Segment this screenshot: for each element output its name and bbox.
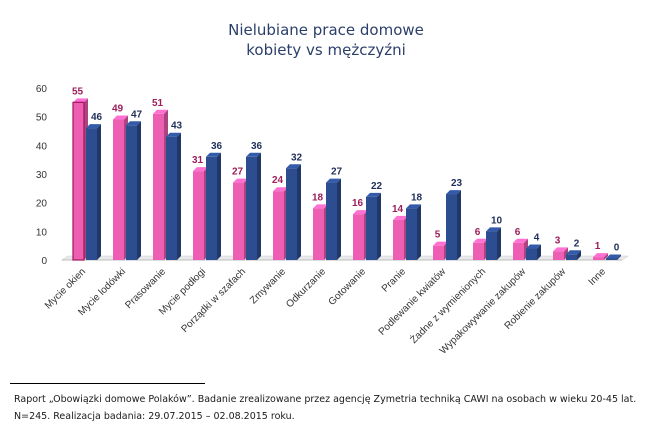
data-label: 46 xyxy=(91,112,103,123)
source-note-line-1: Raport „Obowiązki domowe Polaków”. Badan… xyxy=(14,394,637,405)
y-tick-label: 0 xyxy=(41,256,47,267)
data-label: 51 xyxy=(152,98,164,109)
data-label: 43 xyxy=(171,121,183,132)
source-note-line-2: N=245. Realizacja badania: 29.07.2015 – … xyxy=(14,411,295,422)
data-label: 18 xyxy=(411,192,423,203)
bar xyxy=(86,124,101,260)
bar xyxy=(393,215,408,260)
bar xyxy=(72,98,88,261)
x-tick-label: Zmywanie xyxy=(248,266,288,306)
bar xyxy=(353,210,368,260)
bar xyxy=(566,250,581,260)
bar xyxy=(313,204,328,260)
y-axis: 0 10 20 30 40 50 60 xyxy=(36,84,48,267)
chart-title-line-1: Nielubiane prace domowe xyxy=(228,21,424,39)
bar xyxy=(326,178,341,260)
bar xyxy=(113,115,128,261)
chart-floor xyxy=(61,255,629,261)
data-label: 55 xyxy=(72,86,84,97)
data-label: 16 xyxy=(352,198,364,209)
y-tick-label: 30 xyxy=(36,170,48,181)
bar-chart: Nielubiane prace domowe kobiety vs mężcz… xyxy=(36,21,629,357)
data-label: 0 xyxy=(614,243,620,254)
bar xyxy=(166,132,181,260)
y-tick-label: 50 xyxy=(36,113,48,124)
bar xyxy=(486,227,501,260)
y-tick-label: 10 xyxy=(36,227,48,238)
y-tick-label: 20 xyxy=(36,199,48,210)
data-label: 32 xyxy=(291,152,303,163)
data-label: 2 xyxy=(574,238,580,249)
x-tick-label: Odkurzanie xyxy=(284,266,328,310)
bar xyxy=(126,121,141,261)
data-label: 27 xyxy=(331,167,343,178)
chart-title-line-2: kobiety vs mężczyźni xyxy=(246,41,406,59)
bar xyxy=(593,253,608,260)
y-tick-label: 40 xyxy=(36,141,48,152)
bar xyxy=(153,109,168,260)
x-tick-label: Pranie xyxy=(380,266,409,295)
x-tick-label: Gotowanie xyxy=(327,266,369,308)
data-label: 36 xyxy=(211,141,223,152)
bar xyxy=(526,244,541,260)
bar xyxy=(433,241,448,260)
bar xyxy=(406,204,421,260)
data-label: 5 xyxy=(435,230,441,241)
data-label: 49 xyxy=(112,104,124,115)
data-label: 27 xyxy=(232,167,244,178)
bar xyxy=(273,187,288,260)
bar xyxy=(553,247,568,260)
data-label: 47 xyxy=(131,109,143,120)
data-label: 14 xyxy=(392,204,404,215)
x-tick-label: Inne xyxy=(587,266,609,288)
data-label: 24 xyxy=(272,175,284,186)
data-label: 1 xyxy=(595,241,601,252)
data-label: 4 xyxy=(534,233,540,244)
footer-divider xyxy=(10,383,205,384)
bar xyxy=(446,190,461,260)
data-label: 31 xyxy=(192,155,204,166)
bar xyxy=(246,152,261,260)
data-label: 10 xyxy=(491,215,503,226)
bar xyxy=(606,254,621,260)
data-label: 23 xyxy=(451,178,463,189)
bar xyxy=(193,167,208,260)
floor-plane xyxy=(61,255,629,261)
bar xyxy=(233,178,248,260)
data-label: 6 xyxy=(515,227,521,238)
data-label: 36 xyxy=(251,141,263,152)
bar xyxy=(513,238,528,260)
data-label: 6 xyxy=(475,227,481,238)
data-label: 3 xyxy=(555,235,561,246)
source-note: Raport „Obowiązki domowe Polaków”. Badan… xyxy=(14,391,664,425)
bar xyxy=(473,238,488,260)
x-tick-label: Żadne z wymienionych xyxy=(407,265,488,346)
data-label: 18 xyxy=(312,192,324,203)
bar xyxy=(206,152,221,260)
x-tick-label: Podlewanie kwiatów xyxy=(377,266,449,338)
bar xyxy=(286,164,301,260)
y-tick-label: 60 xyxy=(36,84,48,95)
data-label: 22 xyxy=(371,181,383,192)
bars: 5546494751433136273624321827162214185236… xyxy=(72,86,621,261)
bar xyxy=(366,192,381,260)
